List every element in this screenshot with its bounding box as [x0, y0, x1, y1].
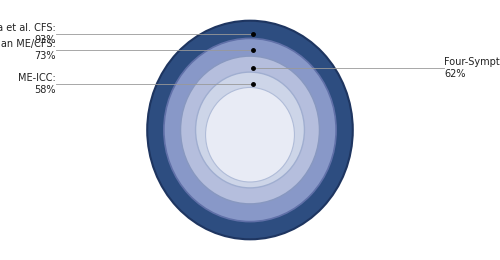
Text: ME-ICC:
58%: ME-ICC: 58%: [18, 73, 56, 95]
Ellipse shape: [180, 56, 320, 204]
Ellipse shape: [164, 38, 336, 222]
Ellipse shape: [196, 72, 304, 188]
Text: Four-Symptom Criteria:
62%: Four-Symptom Criteria: 62%: [444, 57, 500, 79]
Text: Canadian ME/CFS:
73%: Canadian ME/CFS: 73%: [0, 39, 56, 61]
Text: Fukuda et al. CFS:
93%: Fukuda et al. CFS: 93%: [0, 23, 56, 46]
Ellipse shape: [147, 21, 353, 239]
Ellipse shape: [206, 87, 294, 182]
